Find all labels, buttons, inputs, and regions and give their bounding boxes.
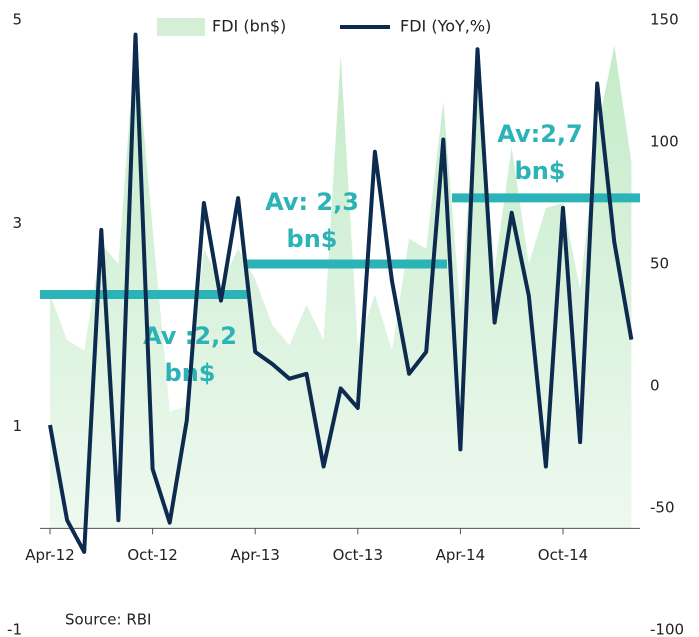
x-tick-label: Apr-13 <box>230 546 280 564</box>
y-tick-label: 5 <box>12 11 22 29</box>
average-label: bn$ <box>515 157 566 185</box>
legend-label: FDI (YoY,%) <box>400 17 491 36</box>
y2-tick-label: 150 <box>650 11 679 29</box>
y2-tick-label: -100 <box>650 621 684 637</box>
line <box>48 32 634 554</box>
x-tick-label: Apr-12 <box>25 546 75 564</box>
legend-label: FDI (bn$) <box>212 17 286 36</box>
average-label: Av :2,2 <box>143 322 237 350</box>
y2-tick-label: 50 <box>650 255 669 273</box>
y-tick-label: 3 <box>12 214 22 232</box>
average-label: Av: 2,3 <box>265 188 359 216</box>
average-label: bn$ <box>287 225 338 253</box>
area <box>50 40 632 529</box>
y2-tick-label: -50 <box>650 499 675 517</box>
y2-tick-label: 0 <box>650 377 660 395</box>
source: Source: RBI <box>65 611 151 629</box>
x-tick-label: Oct-12 <box>127 546 177 564</box>
legend-swatch <box>157 18 205 36</box>
average-label: Av:2,7 <box>497 120 582 148</box>
x-tick-label: Apr-14 <box>436 546 486 564</box>
y-tick-label: -1 <box>7 621 22 637</box>
y-tick-label: 1 <box>12 417 22 435</box>
x-tick-label: Oct-14 <box>538 546 588 564</box>
y2-tick-label: 100 <box>650 133 679 151</box>
x-tick-label: Oct-13 <box>333 546 383 564</box>
